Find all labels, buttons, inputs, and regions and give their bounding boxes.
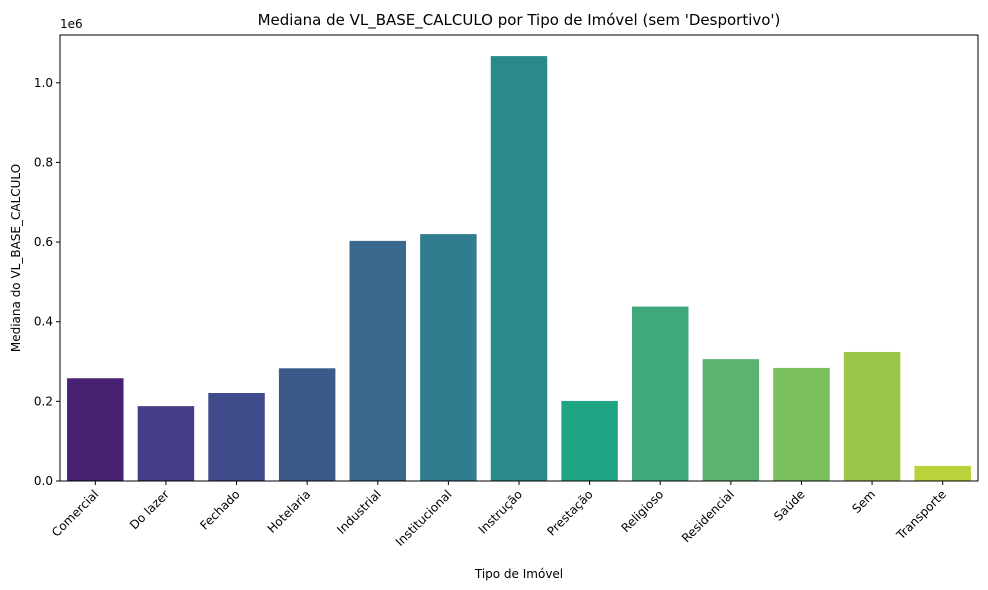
bar: [561, 400, 618, 481]
bar: [914, 465, 971, 481]
x-tick-label: Do lazer: [127, 487, 172, 532]
x-tick-label: Saúde: [771, 487, 807, 523]
bar: [349, 240, 407, 481]
bar: [278, 368, 336, 481]
x-tick-label: Industrial: [334, 487, 384, 537]
y-axis-label: Mediana do VL_BASE_CALCULO: [9, 164, 23, 352]
y-tick-label: 0.4: [34, 315, 53, 329]
bar: [773, 367, 830, 481]
bar: [137, 406, 195, 481]
y-tick-label: 0.0: [34, 474, 53, 488]
x-tick-label: Residencial: [679, 487, 737, 545]
x-tick-label: Institucional: [393, 487, 455, 549]
x-tick-label: Sem: [849, 487, 878, 516]
y-axis-ticks: 0.0 0.2 0.4 0.6 0.8 1.0: [34, 76, 60, 488]
x-tick-label: Comercial: [49, 487, 101, 539]
y-axis-offset-label: 1e6: [60, 17, 83, 31]
bar: [67, 378, 124, 481]
bar: [208, 392, 265, 481]
bars-group: [67, 56, 971, 482]
bar: [490, 56, 548, 482]
x-axis-label: Tipo de Imóvel: [474, 567, 563, 581]
x-tick-label: Hotelaria: [265, 487, 314, 536]
bar: [420, 234, 477, 481]
y-tick-label: 0.8: [34, 155, 53, 169]
y-tick-label: 1.0: [34, 76, 53, 90]
x-tick-label: Religioso: [618, 487, 666, 535]
x-axis-ticks: Comercial Do lazer Fechado Hotelaria Industr…: [49, 481, 949, 549]
bar: [631, 306, 689, 481]
x-tick-label: Transporte: [893, 487, 949, 543]
plot-frame: [59, 34, 979, 482]
chart-title: Mediana de VL_BASE_CALCULO por Tipo de I…: [258, 11, 781, 30]
bar: [843, 351, 901, 481]
bar: [702, 359, 760, 481]
x-tick-label: Fechado: [197, 487, 242, 532]
x-tick-label: Instrução: [476, 487, 525, 536]
x-tick-label: Prestação: [544, 487, 595, 538]
y-tick-label: 0.6: [34, 235, 53, 249]
y-tick-label: 0.2: [34, 394, 53, 408]
